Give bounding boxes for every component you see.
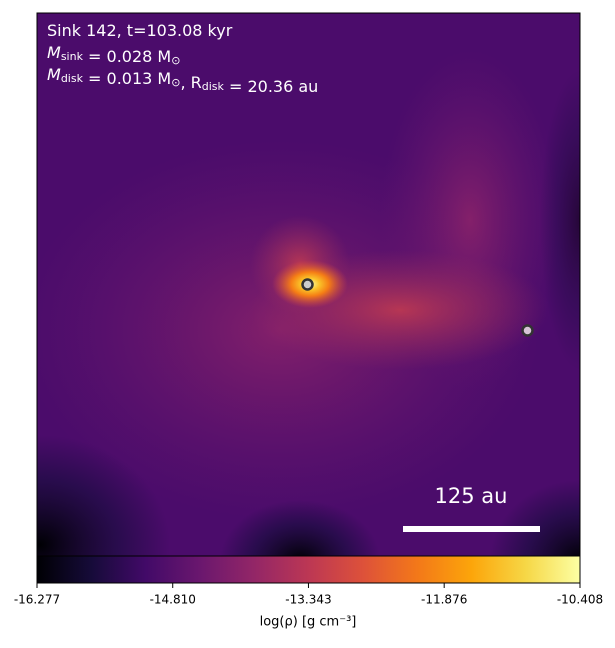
x-tick-label: -16.277: [14, 593, 60, 607]
subscript: ⊙: [171, 76, 180, 89]
text-segment: , R: [180, 73, 201, 92]
annotation-line: Msink = 0.028 M⊙: [47, 43, 180, 68]
text-segment: = 0.013 M: [83, 69, 171, 88]
subscript: sink: [61, 50, 84, 63]
colorbar: [36, 555, 581, 584]
sink: [521, 324, 534, 337]
subscript: disk: [61, 72, 84, 85]
text-segment: = 0.028 M: [83, 47, 171, 66]
annotation-line: Mdisk = 0.013 M⊙, Rdisk = 20.36 au: [47, 65, 318, 96]
x-tick-label: -13.343: [285, 593, 331, 607]
sink: [301, 278, 314, 291]
text-segment: M: [47, 43, 61, 62]
annotation-line: Sink 142, t=103.08 kyr: [47, 21, 233, 40]
text-segment: Sink 142, t=103.08 kyr: [47, 21, 233, 40]
subscript: ⊙: [171, 54, 180, 67]
colorbar-label: log(ρ) [g cm⁻³]: [260, 615, 357, 630]
subscript: disk: [202, 80, 225, 93]
scale-bar-label: 125 au: [435, 484, 508, 508]
density-map: [37, 13, 580, 556]
text-segment: = 20.36 au: [224, 77, 318, 96]
x-tick-label: -10.408: [557, 593, 603, 607]
text-segment: M: [47, 65, 61, 84]
x-tick-label: -14.810: [150, 593, 196, 607]
x-tick-label: -11.876: [421, 593, 467, 607]
